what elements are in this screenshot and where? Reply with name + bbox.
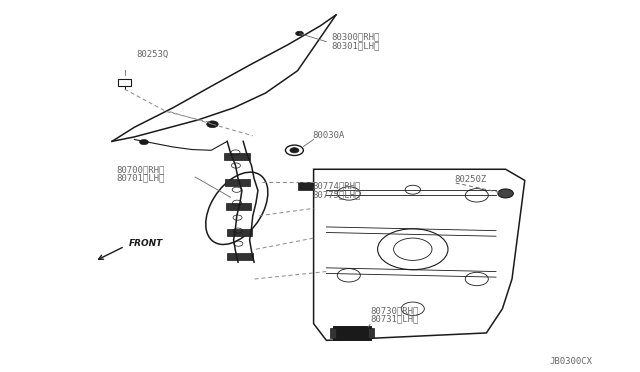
Text: 80731〈LH〉: 80731〈LH〉 (370, 315, 419, 324)
Bar (118, 79, 131, 86)
Text: 80253Q: 80253Q (136, 49, 168, 58)
Bar (368, 328, 374, 338)
Circle shape (296, 31, 303, 36)
Bar (227, 229, 252, 236)
Bar (225, 179, 250, 186)
Text: 80700〈RH〉: 80700〈RH〉 (116, 165, 165, 174)
Text: 80250Z: 80250Z (454, 175, 486, 184)
Bar (333, 326, 371, 340)
Circle shape (290, 148, 299, 153)
Text: 80301〈LH〉: 80301〈LH〉 (332, 41, 380, 50)
Text: 80774〈RH〉: 80774〈RH〉 (312, 182, 361, 190)
Circle shape (498, 189, 513, 198)
Text: 80775〈LH〉: 80775〈LH〉 (312, 190, 361, 199)
Text: 80701〈LH〉: 80701〈LH〉 (116, 173, 165, 182)
Text: 80730〈RH〉: 80730〈RH〉 (370, 306, 419, 315)
Text: 80300〈RH〉: 80300〈RH〉 (332, 33, 380, 42)
Circle shape (140, 140, 148, 145)
Bar (224, 153, 250, 160)
Bar (330, 328, 336, 338)
Circle shape (207, 121, 218, 128)
Text: FRONT: FRONT (129, 238, 164, 247)
Bar (227, 253, 253, 260)
Bar (226, 203, 252, 210)
Text: 80030A: 80030A (312, 131, 344, 140)
Text: JB0300CX: JB0300CX (549, 357, 592, 366)
Bar (298, 182, 314, 190)
